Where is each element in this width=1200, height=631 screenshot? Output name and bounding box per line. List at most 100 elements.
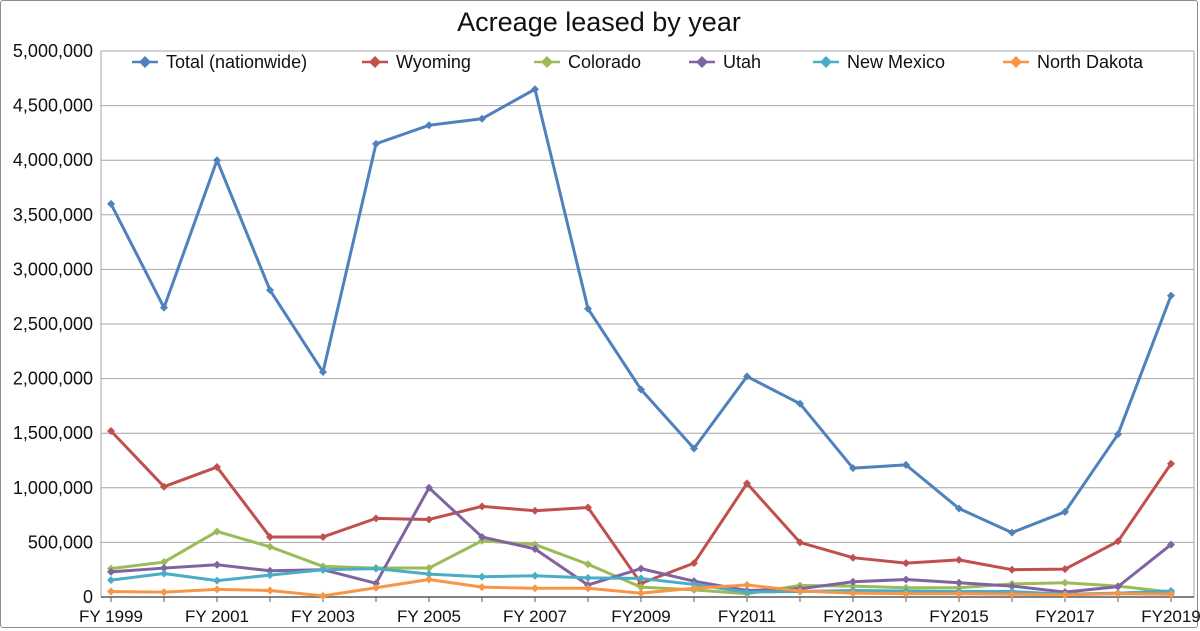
x-tick-label: FY 2003 (291, 607, 355, 626)
data-point-marker (478, 532, 486, 541)
data-point-marker (266, 571, 274, 580)
data-point-marker (266, 286, 274, 295)
data-point-marker (213, 560, 221, 569)
data-point-marker (902, 575, 910, 584)
legend-marker-diamond (820, 56, 832, 68)
data-point-marker (372, 139, 380, 148)
y-tick-label: 500,000 (28, 532, 93, 552)
data-point-marker (319, 368, 327, 377)
data-point-marker (425, 575, 433, 584)
legend-item-north-dakota: North Dakota (1002, 52, 1143, 72)
data-point-marker (902, 559, 910, 568)
data-point-marker (372, 564, 380, 573)
data-point-marker (531, 85, 539, 94)
y-tick-label: 1,000,000 (13, 478, 93, 498)
legend-marker-colorado (534, 56, 560, 68)
data-point-marker (1061, 565, 1069, 574)
data-point-marker (266, 586, 274, 595)
data-point-marker (478, 583, 486, 592)
data-point-marker (425, 121, 433, 130)
legend-label: Utah (723, 51, 762, 72)
data-point-marker (266, 532, 274, 541)
legend-marker-diamond (1010, 56, 1022, 68)
y-tick-label: 3,000,000 (13, 259, 93, 279)
data-point-marker (478, 114, 486, 123)
data-point-marker (160, 482, 168, 491)
data-point-marker (955, 589, 963, 598)
series-wyoming (107, 427, 1175, 588)
data-point-marker (107, 427, 115, 436)
data-point-marker (743, 580, 751, 589)
series-line-wyoming (109, 429, 1173, 585)
data-point-marker (531, 506, 539, 515)
legend-marker-diamond (369, 56, 381, 68)
series-markers-wyoming (107, 427, 1175, 588)
data-point-marker (955, 578, 963, 587)
data-point-marker (1114, 582, 1122, 591)
legend-label: New Mexico (847, 51, 946, 72)
data-point-marker (690, 444, 698, 453)
data-point-marker (319, 565, 327, 574)
data-point-marker (107, 567, 115, 576)
data-point-marker (319, 591, 327, 600)
data-point-marker (584, 573, 592, 582)
x-tick-label: FY 2007 (503, 607, 567, 626)
legend-marker-diamond (541, 56, 553, 68)
data-point-marker (1008, 590, 1016, 599)
data-point-marker (796, 399, 804, 408)
data-point-marker (372, 514, 380, 523)
data-point-marker (1167, 291, 1175, 300)
y-axis-labels: 0 500,000 1,000,000 1,500,000 2,000,000 2,500… (13, 41, 93, 607)
data-point-marker (584, 584, 592, 593)
y-tick-label: 0 (83, 587, 93, 607)
y-tick-label: 1,500,000 (13, 423, 93, 443)
x-tick-label: FY 2005 (397, 607, 461, 626)
data-point-marker (425, 570, 433, 579)
data-point-marker (107, 199, 115, 208)
data-point-marker (637, 574, 645, 583)
y-tick-label: 2,000,000 (13, 369, 93, 389)
data-point-marker (849, 582, 857, 591)
data-point-marker (1114, 589, 1122, 598)
y-tick-label: 4,500,000 (13, 96, 93, 116)
data-point-marker (266, 542, 274, 551)
series-north-dakota (107, 575, 1175, 600)
legend-marker-new-mexico (813, 56, 839, 68)
data-point-marker (1167, 459, 1175, 468)
data-point-marker (107, 587, 115, 596)
legend-marker-utah (689, 56, 715, 68)
legend-label: Wyoming (396, 51, 471, 72)
legend-marker-wyoming (362, 56, 388, 68)
legend-label: Total (nationwide) (166, 51, 308, 72)
data-point-marker (319, 532, 327, 541)
data-point-marker (1008, 528, 1016, 537)
data-point-marker (849, 553, 857, 562)
x-tick-label: FY 1999 (79, 607, 143, 626)
gridlines (100, 50, 1195, 598)
x-tick-label: FY 2001 (185, 607, 249, 626)
y-tick-label: 2,500,000 (13, 314, 93, 334)
data-point-marker (849, 577, 857, 586)
x-tick-label: FY2019 (1141, 607, 1200, 626)
x-tick-label: FY2015 (929, 607, 989, 626)
data-point-marker (1114, 537, 1122, 546)
series-markers-north-dakota (107, 575, 1175, 600)
legend-label: Colorado (568, 51, 642, 72)
data-point-marker (213, 576, 221, 585)
data-point-marker (584, 560, 592, 569)
data-point-marker (531, 540, 539, 549)
data-point-marker (690, 584, 698, 593)
data-point-marker (425, 515, 433, 524)
legend-marker-total-nationwide (132, 56, 158, 68)
data-point-marker (796, 586, 804, 595)
data-point-marker (1167, 590, 1175, 599)
x-tick-label: FY2011 (718, 607, 776, 626)
legend-item-new-mexico: New Mexico (812, 52, 945, 72)
data-point-marker (372, 579, 380, 588)
data-point-marker (107, 576, 115, 585)
series-markers-total-nationwide (107, 85, 1175, 537)
data-point-marker (531, 584, 539, 593)
y-tick-label: 5,000,000 (13, 41, 93, 61)
